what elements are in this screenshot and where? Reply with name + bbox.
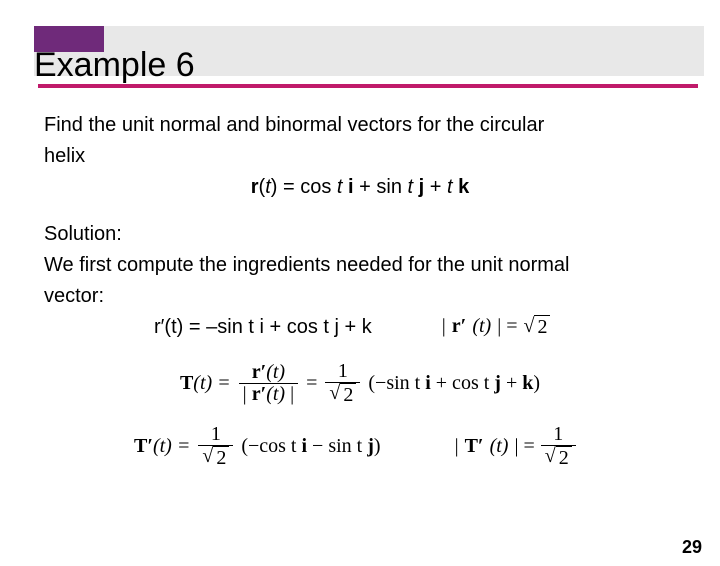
sqrt-2-icon: √2 [524, 315, 551, 338]
fraction-rprime-over-mag: r′(t) | r′(t) | [239, 362, 298, 405]
equation-r-prime: r′(t) = –sin t i + cos t j + k [154, 316, 372, 339]
page-number: 29 [682, 537, 702, 558]
header-underline [38, 84, 698, 88]
symbol-r: r [251, 176, 259, 198]
equation-T-prime: T′(t) = 1 √2 (−cos t i − sin t j) [134, 424, 381, 469]
fraction-one-over-sqrt2-b: 1 √2 [198, 424, 233, 469]
equation-r-prime-row: r′(t) = –sin t i + cos t j + k |r′(t)| =… [44, 314, 676, 339]
solution-line2: vector: [44, 283, 676, 310]
slide-title: Example 6 [34, 48, 195, 82]
equation-T: T(t) = r′(t) | r′(t) | = 1 √2 (−sin t i … [44, 361, 676, 469]
equation-mag-T-prime: |T′(t)| = 1 √2 [455, 424, 576, 469]
slide-content: Find the unit normal and binormal vector… [44, 112, 676, 469]
equation-mag-r-prime: |r′(t)| = √2 [442, 315, 551, 338]
solution-label: Solution: [44, 221, 676, 248]
slide-header: Example 6 [0, 26, 720, 88]
problem-text-line1: Find the unit normal and binormal vector… [44, 112, 676, 139]
fraction-one-over-sqrt2-c: 1 √2 [541, 424, 576, 469]
solution-line1: We first compute the ingredients needed … [44, 252, 676, 279]
fraction-one-over-sqrt2: 1 √2 [325, 361, 360, 406]
equation-r-of-t: r(t) = cos t i + sin t j + t k [44, 176, 676, 199]
problem-text-line2: helix [44, 143, 676, 170]
